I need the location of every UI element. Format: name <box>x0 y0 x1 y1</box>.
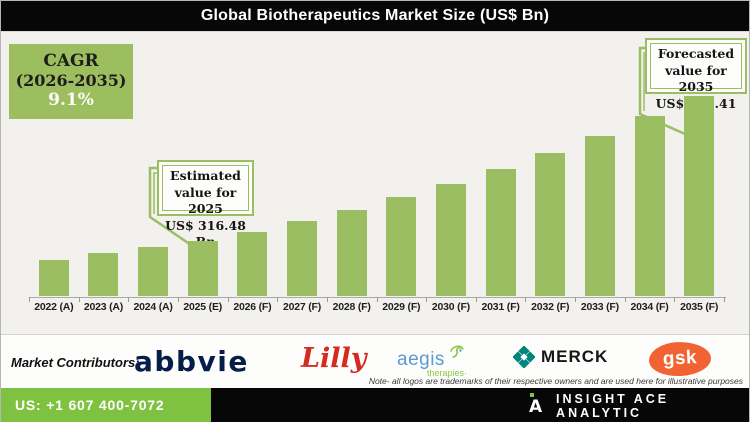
x-label-2026-f-: 2026 (F) <box>233 301 272 313</box>
forecasted-line2: value for 2035 <box>665 62 727 95</box>
axis-tick <box>724 297 725 302</box>
x-axis-line <box>29 297 726 298</box>
axis-tick <box>78 297 80 302</box>
axis-tick <box>674 297 676 302</box>
cagr-value: 9.1% <box>48 90 94 110</box>
bar-2022-a- <box>38 259 69 296</box>
bar-slot <box>476 83 526 296</box>
bar-2024-a- <box>138 246 169 296</box>
logo-green-dot <box>530 393 534 397</box>
aegis-therapies-sub: therapies· <box>427 368 468 378</box>
contributors-strip: Market Contributors: abbvie Lilly aegis … <box>1 334 749 388</box>
x-label-2030-f-: 2030 (F) <box>431 301 470 313</box>
bar-2029-f- <box>386 197 417 296</box>
footer-phone-block: US: +1 607 400-7072 <box>1 388 211 422</box>
lilly-logo: Lilly <box>301 343 367 374</box>
x-label-2025-e-: 2025 (E) <box>183 301 223 313</box>
axis-tick <box>227 297 229 302</box>
x-label-2023-a-: 2023 (A) <box>83 301 124 313</box>
chart-area: CAGR (2026-2035) 9.1% Estimated value fo… <box>1 31 749 334</box>
insight-ace-logo-icon: A <box>529 392 544 419</box>
x-label-2033-f-: 2033 (F) <box>580 301 619 313</box>
bar-slot <box>178 83 228 296</box>
forecasted-line1: Forecasted <box>657 46 735 61</box>
bar-2027-f- <box>287 221 318 296</box>
logo-letter-a: A <box>529 397 543 417</box>
bar-slot <box>674 83 724 296</box>
trademark-note: Note- all logos are trademarks of their … <box>368 376 743 386</box>
x-label-2024-a-: 2024 (A) <box>133 301 173 313</box>
title-bar: Global Biotherapeutics Market Size (US$ … <box>1 1 749 31</box>
estimated-line2: value for 2025 <box>174 184 237 217</box>
axis-tick <box>128 297 130 302</box>
gsk-logo: gsk <box>648 340 712 378</box>
market-contributors-label: Market Contributors: <box>11 355 140 370</box>
page-title: Global Biotherapeutics Market Size (US$ … <box>200 7 550 24</box>
bars-row <box>29 83 724 296</box>
bar-2031-f- <box>485 169 516 296</box>
bar-2026-f- <box>237 231 268 296</box>
x-axis-labels: 2022 (A) 2023 (A) 2024 (A) 2025 (E) 2026 (F)… <box>29 301 724 313</box>
aegis-swirl-icon <box>450 345 465 358</box>
axis-tick <box>624 297 626 302</box>
bar-2023-a- <box>88 252 119 296</box>
axis-tick <box>525 297 527 302</box>
cagr-badge: CAGR (2026-2035) 9.1% <box>9 44 133 119</box>
axis-tick <box>177 297 179 302</box>
bar-slot <box>277 83 327 296</box>
cagr-period: (2026-2035) <box>15 71 127 90</box>
x-label-2022-a-: 2022 (A) <box>34 301 74 313</box>
bar-2028-f- <box>336 209 367 296</box>
axis-tick <box>475 297 477 302</box>
bar-2030-f- <box>435 183 466 296</box>
merck-diamond-icon <box>513 346 535 368</box>
gsk-wordmark: gsk <box>662 347 698 370</box>
axis-tick <box>376 297 378 302</box>
estimated-line1: Estimated <box>170 168 241 183</box>
bar-slot <box>128 83 178 296</box>
x-label-2031-f-: 2031 (F) <box>481 301 520 313</box>
bar-slot <box>525 83 575 296</box>
x-label-2028-f-: 2028 (F) <box>332 301 371 313</box>
x-label-2032-f-: 2032 (F) <box>531 301 570 313</box>
bar-slot <box>228 83 278 296</box>
axis-tick <box>575 297 577 302</box>
merck-logo: MERCK <box>513 346 608 368</box>
abbvie-logo: abbvie <box>134 345 249 378</box>
axis-tick <box>426 297 428 302</box>
bar-2033-f- <box>584 135 615 296</box>
forecasted-value-callout: Forecasted value for 2035 US$ 752.41 Bn <box>645 38 747 127</box>
footer-bar: US: +1 607 400-7072 A INSIGHT ACE ANALYT… <box>1 388 749 422</box>
bar-2035-f- <box>684 95 715 296</box>
aegis-wordmark: aegis <box>397 349 445 370</box>
x-label-2029-f-: 2029 (F) <box>382 301 421 313</box>
axis-tick <box>29 297 30 302</box>
x-label-2034-f-: 2034 (F) <box>630 301 669 313</box>
axis-tick <box>326 297 328 302</box>
bar-slot <box>426 83 476 296</box>
bar-2032-f- <box>535 153 566 296</box>
brand-block: A INSIGHT ACE ANALYTIC <box>529 388 749 422</box>
bar-slot <box>625 83 675 296</box>
bar-slot <box>79 83 129 296</box>
phone-number: US: +1 607 400-7072 <box>15 397 165 413</box>
x-label-2027-f-: 2027 (F) <box>282 301 322 313</box>
axis-tick <box>277 297 279 302</box>
bar-2025-e- <box>187 240 218 296</box>
merck-wordmark: MERCK <box>541 347 609 366</box>
bar-slot <box>327 83 377 296</box>
bar-slot <box>575 83 625 296</box>
cagr-label: CAGR <box>43 51 99 71</box>
x-label-2035-f-: 2035 (F) <box>680 301 719 313</box>
bar-slot <box>376 83 426 296</box>
bar-2034-f- <box>634 116 665 296</box>
brand-name: INSIGHT ACE ANALYTIC <box>556 391 670 420</box>
bar-slot <box>29 83 79 296</box>
aegis-therapies-logo: aegis therapies· <box>397 344 467 378</box>
